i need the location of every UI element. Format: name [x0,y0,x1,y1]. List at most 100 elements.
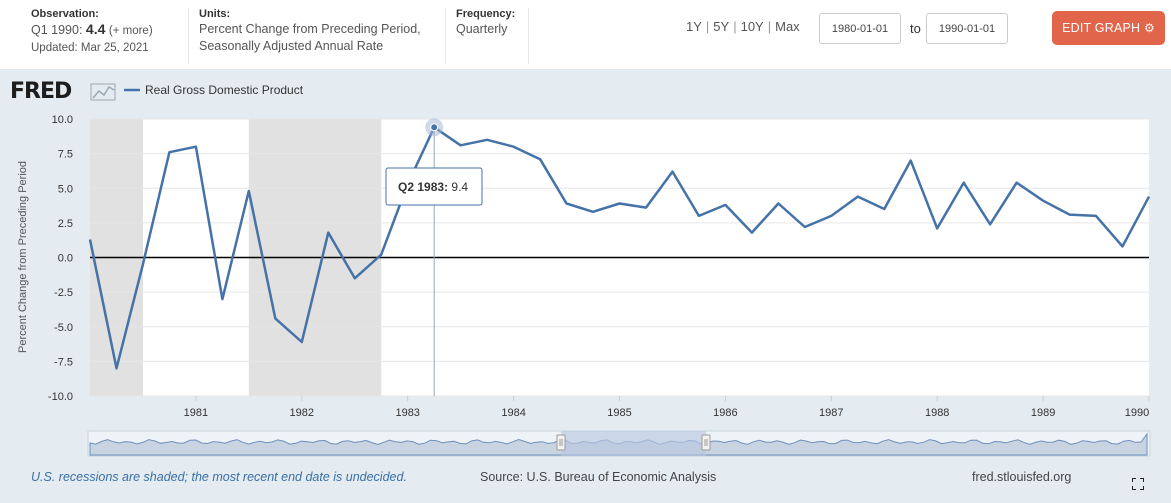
data-point[interactable] [86,235,94,243]
data-point[interactable] [192,143,200,151]
x-tick-label: 1985 [607,407,631,419]
end-date-input[interactable]: 1990-01-01 [926,13,1008,44]
data-point[interactable] [483,136,491,144]
data-point[interactable] [510,143,518,151]
updated-date: Updated: Mar 25, 2021 [31,42,149,54]
data-point[interactable] [457,141,465,149]
chart-svg: FRED Real Gross Domestic Product 10.0 7.5… [10,79,1153,457]
observation-more-link[interactable]: (+ more) [108,25,153,37]
data-point[interactable] [139,260,147,268]
y-tick-label: -2.5 [54,287,73,299]
data-point[interactable] [536,155,544,163]
data-point[interactable] [298,338,306,346]
data-point[interactable] [721,201,729,209]
range-separator: | [767,19,772,34]
fred-logo[interactable]: FRED [10,79,73,104]
data-point[interactable] [880,205,888,213]
x-tick-label: 1983 [395,407,419,419]
observation-value-line: Q1 1990: 4.4 (+ more) [31,21,153,40]
fullscreen-icon[interactable] [1132,478,1144,490]
data-point[interactable] [324,229,332,237]
units-label: Units: [199,8,231,20]
y-tick-label: -5.0 [54,322,73,334]
y-tick-label: 2.5 [58,218,73,230]
series-line[interactable] [88,126,1151,370]
data-point[interactable] [854,193,862,201]
divider [528,8,529,64]
data-point[interactable] [1092,212,1100,220]
fred-logo-graph-icon [90,83,116,101]
x-tick-label: 1986 [713,407,737,419]
site-link[interactable]: fred.stlouisfed.org [972,470,1072,484]
y-tick-label: 7.5 [58,149,73,161]
graph-header: Observation: Q1 1990: 4.4 (+ more) Updat… [0,0,1171,70]
navigator-left-handle[interactable] [556,434,566,451]
data-point[interactable] [112,364,120,372]
range-selector: 1Y | 5Y | 10Y | Max [686,19,800,34]
units-line-2: Seasonally Adjusted Annual Rate [199,39,384,53]
x-tick-label: 1990 [1125,407,1149,419]
legend-label[interactable]: Real Gross Domestic Product [145,83,304,97]
navigator-right-handle[interactable] [701,434,711,451]
observation-value: 4.4 [85,21,106,37]
edit-graph-button[interactable]: EDIT GRAPH ⚙ [1052,11,1165,45]
x-tick-label: 1987 [819,407,843,419]
data-point[interactable] [377,251,385,259]
hover-marker [430,123,439,132]
data-point[interactable] [642,204,650,212]
data-point[interactable] [774,199,782,207]
tooltip: Q2 1983: 9.4 [385,167,483,206]
chart-container: FRED Real Gross Domestic Product 10.0 7.5… [0,70,1171,503]
start-date-input[interactable]: 1980-01-01 [819,13,901,44]
data-point[interactable] [801,223,809,231]
divider [188,8,189,64]
frequency-label: Frequency: [456,8,516,20]
data-point[interactable] [1039,197,1047,205]
data-point[interactable] [960,179,968,187]
range-button-10y[interactable]: 10Y [740,19,764,34]
data-point[interactable] [695,212,703,220]
divider [445,8,446,64]
data-point[interactable] [351,274,359,282]
data-point[interactable] [907,157,915,165]
data-point[interactable] [748,229,756,237]
y-tick-label: 10.0 [52,114,73,126]
recession-note: U.S. recessions are shaded; the most rec… [31,470,407,484]
date-to-label: to [910,21,921,36]
tooltip-box [385,167,483,206]
tooltip-label: Q2 1983: [398,180,448,194]
units-block: Units: Percent Change from Preceding Per… [199,8,421,55]
data-point[interactable] [165,148,173,156]
data-point[interactable] [1145,193,1153,201]
tooltip-value: 9.4 [451,180,468,194]
range-button-max[interactable]: Max [775,19,800,34]
data-point[interactable] [589,208,597,216]
y-tick-label: -10.0 [48,391,73,403]
data-point[interactable] [218,295,226,303]
observation-period: Q1 1990: [31,23,83,37]
data-point[interactable] [563,199,571,207]
data-point[interactable] [668,168,676,176]
range-separator: | [733,19,737,34]
range-button-1y[interactable]: 1Y [686,19,702,34]
data-point[interactable] [1066,211,1074,219]
data-point[interactable] [616,199,624,207]
data-point[interactable] [1119,242,1127,250]
edit-graph-label: EDIT GRAPH [1062,21,1141,35]
y-tick-label: 0.0 [58,253,73,265]
data-point[interactable] [986,220,994,228]
y-tick-label: -7.5 [54,356,73,368]
x-tick-label: 1989 [1031,407,1055,419]
data-point[interactable] [1013,179,1021,187]
data-point[interactable] [271,314,279,322]
svg-text:Q2 1983: 9.4: Q2 1983: 9.4 [398,180,468,194]
data-point[interactable] [933,224,941,232]
units-line-1: Percent Change from Preceding Period, [199,22,421,36]
data-point[interactable] [827,212,835,220]
frequency-block: Frequency: Quarterly [456,8,515,38]
x-tick-label: 1981 [184,407,208,419]
data-point[interactable] [245,187,253,195]
source-text: Source: U.S. Bureau of Economic Analysis [480,470,717,484]
navigator-selected-range[interactable] [561,431,706,456]
range-button-5y[interactable]: 5Y [713,19,730,34]
